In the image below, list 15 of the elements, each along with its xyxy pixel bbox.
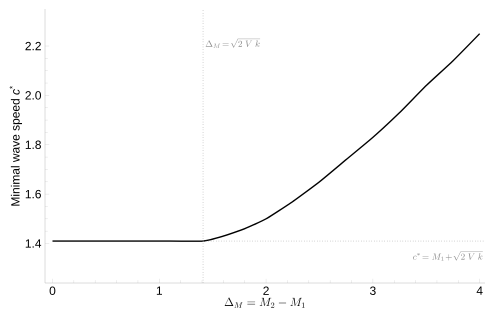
- y-tick-label: 1.6: [26, 190, 41, 198]
- ref-line-label: $\Delta_M\!=\!\sqrt{2\;V\;k}$: [206, 38, 260, 48]
- x-tick-label: 0: [50, 286, 56, 295]
- x-tick-label: 2: [263, 286, 269, 295]
- x-tick-label: 3: [370, 286, 376, 295]
- y-tick-label: 1.4: [26, 239, 42, 248]
- x-axis-title: $\Delta_M = M_2 - M_1$: [224, 297, 305, 308]
- y-tick-label: 1.8: [26, 140, 41, 149]
- ref-line-label: $c^{*}\!=M_1\!+\!\sqrt{2\;V\;k}$: [413, 252, 483, 261]
- line-series: [52, 32, 480, 242]
- x-tick-label: 4: [476, 286, 483, 295]
- x-tick-label: 1: [156, 286, 162, 295]
- y-tick-label: 2.0: [25, 91, 42, 100]
- y-tick-label: 2.2: [25, 42, 41, 50]
- y-axis-title: Minimal wave speed c$^{*}$: [10, 86, 22, 206]
